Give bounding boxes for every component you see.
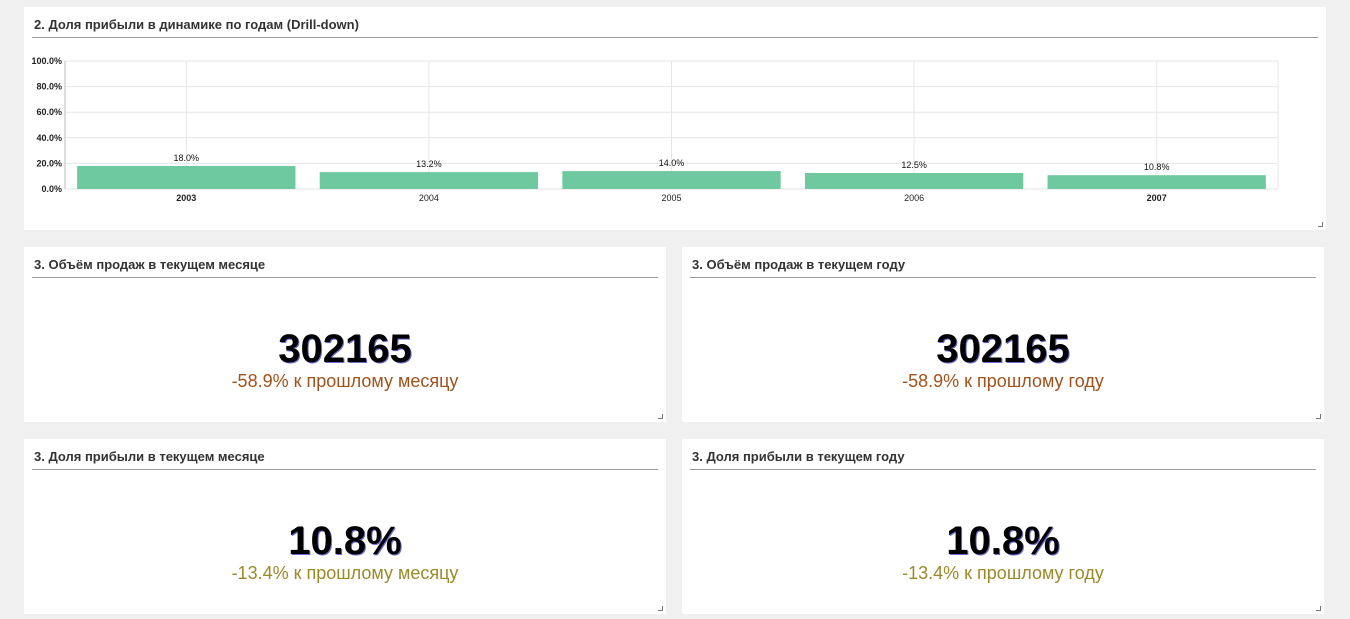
y-tick-label: 0.0% bbox=[41, 184, 62, 194]
kpi-divider bbox=[32, 277, 658, 278]
data-label: 18.0% bbox=[174, 153, 200, 163]
y-tick-label: 40.0% bbox=[36, 133, 62, 143]
x-tick-label: 2007 bbox=[1147, 193, 1167, 203]
chart-panel-title: 2. Доля прибыли в динамике по годам (Dri… bbox=[34, 17, 359, 32]
kpi-panel-sales-year: 3. Объём продаж в текущем году 302165 -5… bbox=[682, 247, 1324, 422]
kpi-delta: -58.9% к прошлому году bbox=[902, 371, 1104, 391]
resize-handle-icon[interactable] bbox=[1318, 222, 1323, 227]
bar bbox=[562, 171, 781, 189]
y-tick-label: 20.0% bbox=[36, 158, 62, 168]
x-tick-label: 2003 bbox=[176, 193, 196, 203]
x-tick-label: 2005 bbox=[661, 193, 681, 203]
kpi-panel-profit-year: 3. Доля прибыли в текущем году 10.8% -13… bbox=[682, 439, 1324, 614]
bar bbox=[804, 173, 1024, 189]
resize-handle-icon[interactable] bbox=[658, 414, 663, 419]
kpi-delta: -13.4% к прошлому году bbox=[902, 563, 1104, 583]
kpi-value: 302165 bbox=[936, 327, 1070, 371]
kpi-value: 10.8% bbox=[288, 519, 402, 563]
x-tick-label: 2004 bbox=[419, 193, 439, 203]
kpi-title: 3. Доля прибыли в текущем месяце bbox=[34, 449, 265, 464]
kpi-value: 10.8% bbox=[946, 519, 1060, 563]
data-label: 12.5% bbox=[901, 160, 927, 170]
y-tick-label: 100.0% bbox=[31, 56, 62, 66]
chart-panel-divider bbox=[32, 37, 1318, 38]
kpi-delta: -13.4% к прошлому месяцу bbox=[231, 563, 459, 583]
data-label: 13.2% bbox=[416, 159, 442, 169]
resize-handle-icon[interactable] bbox=[658, 606, 663, 611]
kpi-divider bbox=[690, 469, 1316, 470]
data-label: 14.0% bbox=[659, 158, 685, 168]
chart-panel: 2. Доля прибыли в динамике по годам (Dri… bbox=[24, 7, 1326, 230]
data-label: 10.8% bbox=[1144, 162, 1170, 172]
kpi-delta: -58.9% к прошлому месяцу bbox=[231, 371, 459, 391]
profit-share-bar-chart[interactable]: 100.0% 80.0% 60.0% 40.0% 20.0% 0.0% 18.0% 2003 1… bbox=[24, 40, 1326, 230]
bar bbox=[319, 172, 539, 189]
kpi-title: 3. Объём продаж в текущем году bbox=[692, 257, 906, 272]
kpi-value: 302165 bbox=[278, 327, 412, 371]
kpi-title: 3. Объём продаж в текущем месяце bbox=[34, 257, 266, 272]
resize-handle-icon[interactable] bbox=[1316, 414, 1321, 419]
x-tick-label: 2006 bbox=[904, 193, 924, 203]
kpi-title: 3. Доля прибыли в текущем году bbox=[692, 449, 905, 464]
y-tick-label: 60.0% bbox=[36, 107, 62, 117]
resize-handle-icon[interactable] bbox=[1316, 606, 1321, 611]
kpi-panel-sales-month: 3. Объём продаж в текущем месяце 302165 … bbox=[24, 247, 666, 422]
kpi-divider bbox=[32, 469, 658, 470]
bar bbox=[77, 165, 296, 189]
y-tick-label: 80.0% bbox=[36, 82, 62, 92]
kpi-panel-profit-month: 3. Доля прибыли в текущем месяце 10.8% -… bbox=[24, 439, 666, 614]
bar bbox=[1047, 175, 1266, 189]
kpi-divider bbox=[690, 277, 1316, 278]
